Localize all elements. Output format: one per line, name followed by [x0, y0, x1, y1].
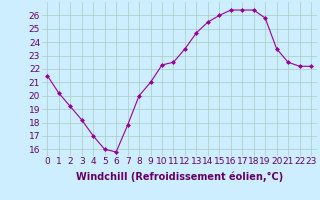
X-axis label: Windchill (Refroidissement éolien,°C): Windchill (Refroidissement éolien,°C) — [76, 172, 283, 182]
